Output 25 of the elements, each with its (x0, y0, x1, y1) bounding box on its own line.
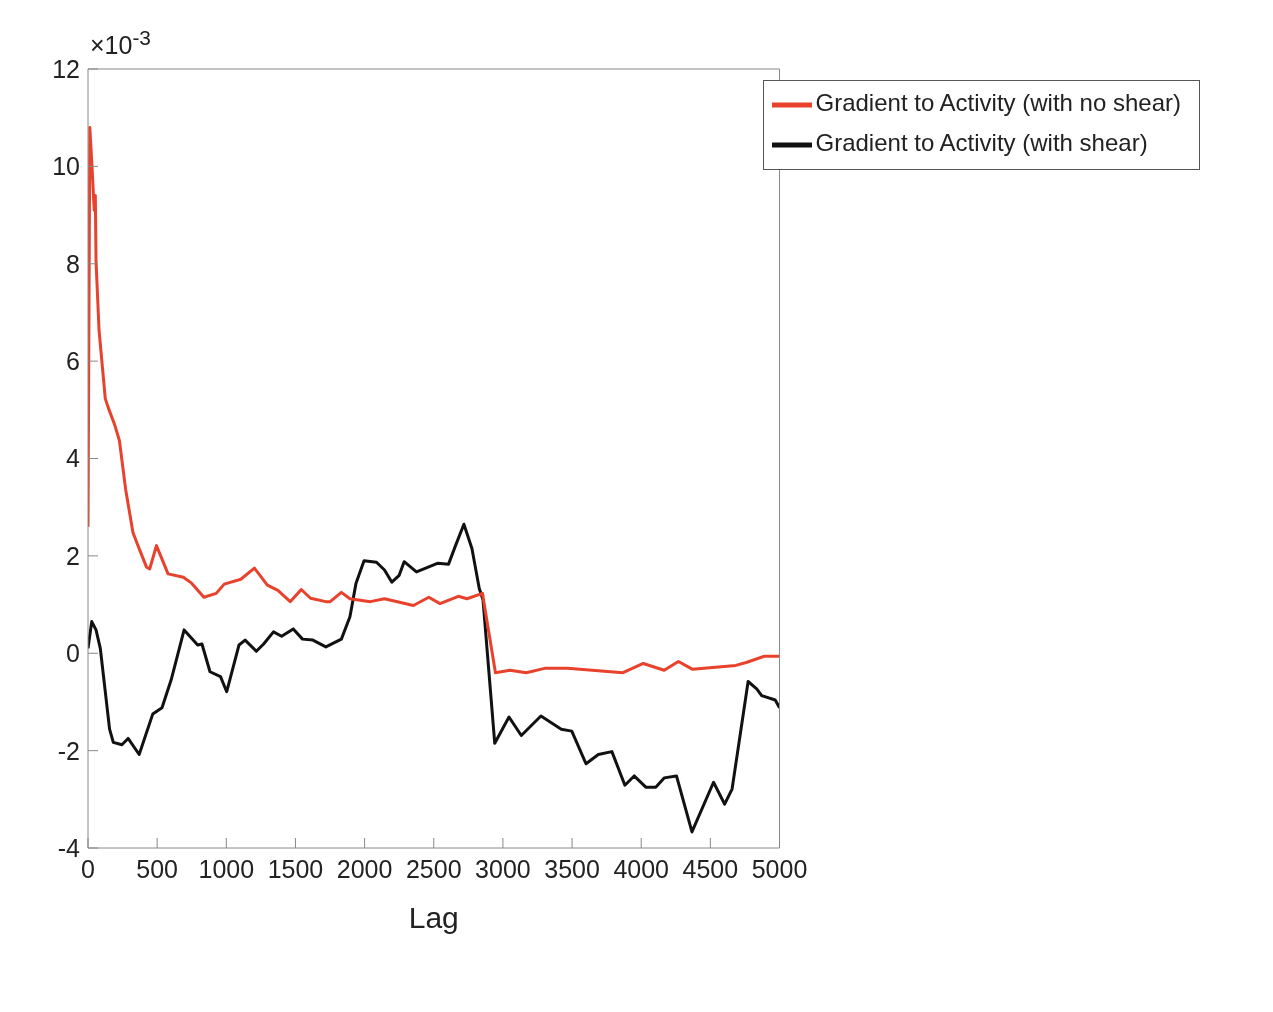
x-tick-label: 4500 (682, 854, 739, 883)
x-tick-label: 4000 (613, 854, 670, 883)
legend-label: Gradient to Activity (with no shear) (815, 89, 1181, 117)
y-tick-label: 12 (52, 54, 80, 83)
y-tick-label: 10 (52, 152, 80, 181)
x-tick-label: 500 (136, 854, 179, 883)
x-tick-label: 3500 (544, 854, 600, 883)
x-tick-label: 2500 (405, 854, 462, 883)
x-tick-label: 1000 (198, 854, 255, 883)
legend-label: Gradient to Activity (with shear) (815, 129, 1148, 157)
y-tick-label: 6 (66, 347, 80, 375)
x-tick-label: 3000 (475, 854, 531, 883)
y-tick-label: -2 (57, 736, 80, 765)
x-tick-label: 2000 (336, 854, 393, 883)
text: ×10$^{-3}$ (90, 26, 151, 61)
y-tick-label: 8 (66, 249, 80, 278)
y-tick-label: 2 (66, 541, 80, 570)
x-tick-label: 5000 (751, 854, 808, 883)
y-tick-label: 4 (66, 444, 81, 473)
y-tick-label: 0 (66, 639, 80, 668)
y-tick-label: -4 (57, 833, 81, 862)
x-axis-title: Lag (408, 901, 459, 934)
x-tick-label: 1500 (267, 854, 324, 883)
line-series (88, 522, 780, 834)
line-series (88, 125, 780, 675)
